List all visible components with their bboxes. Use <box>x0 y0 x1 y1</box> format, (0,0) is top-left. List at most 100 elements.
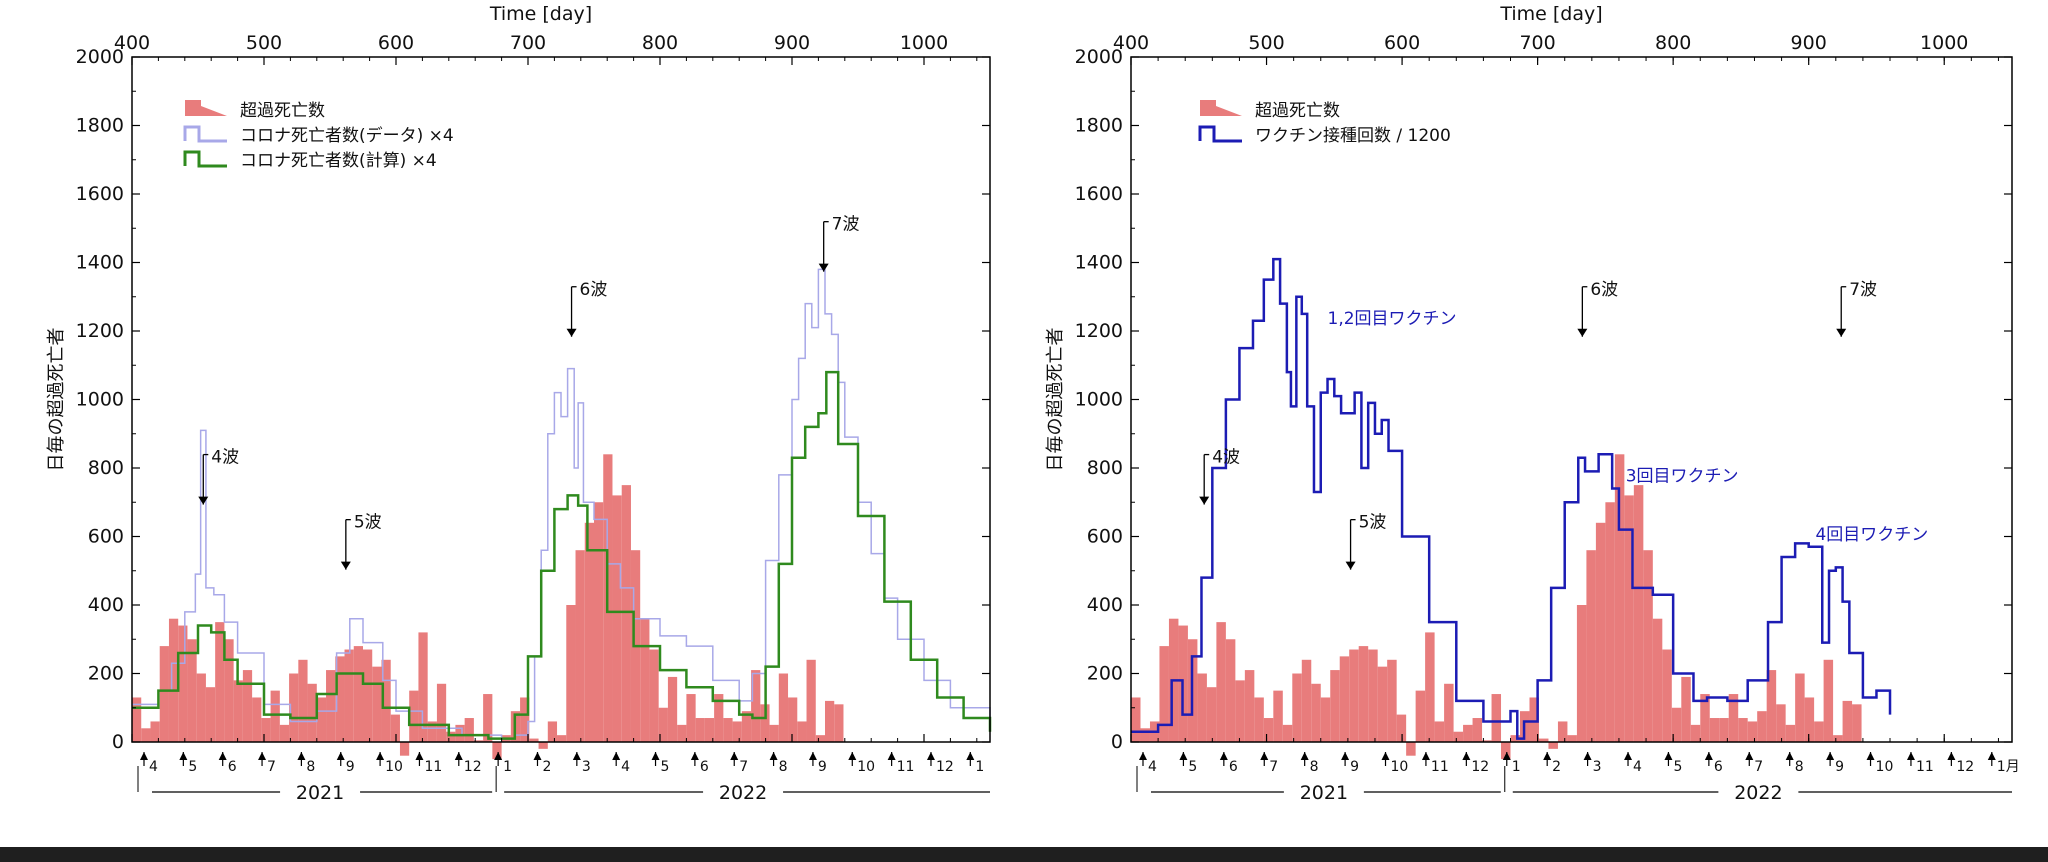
excess-death-bar <box>1586 550 1596 742</box>
legend-label: 超過死亡数 <box>1255 101 1340 121</box>
excess-death-bar <box>1368 649 1378 742</box>
month-marker-head <box>848 752 857 760</box>
excess-death-bar <box>1785 724 1796 742</box>
month-marker-head <box>179 752 188 760</box>
y-tick-label: 1800 <box>76 115 124 137</box>
y-tick-label: 400 <box>1087 594 1123 616</box>
excess-death-bar <box>1766 670 1777 742</box>
excess-death-bar <box>1320 697 1331 742</box>
month-marker-head <box>572 752 581 760</box>
wave-arrow-head <box>1345 561 1356 570</box>
excess-death-bar <box>455 724 465 742</box>
excess-death-bar <box>649 649 659 742</box>
x-tick-label: 600 <box>378 32 414 54</box>
excess-death-bar <box>1709 718 1720 742</box>
y-tick-label: 1200 <box>1075 320 1123 342</box>
excess-death-bar <box>1434 721 1445 742</box>
excess-death-bar <box>1700 694 1710 742</box>
excess-death-bar <box>1557 721 1568 742</box>
legend-label: ワクチン接種回数 / 1200 <box>1255 126 1451 146</box>
excess-death-bar <box>575 550 585 742</box>
excess-death-bar <box>1425 632 1435 742</box>
excess-death-bar <box>464 718 474 742</box>
excess-death-bar <box>1852 704 1862 742</box>
excess-death-bar <box>1671 707 1682 742</box>
month-marker-head <box>1583 752 1592 760</box>
month-label: 4 <box>621 759 630 775</box>
excess-death-bar <box>224 639 234 742</box>
month-marker-head <box>336 752 345 760</box>
y-tick-label: 200 <box>88 663 124 685</box>
excess-death-bar <box>1833 735 1843 742</box>
y-tick-label: 1000 <box>1075 389 1123 411</box>
excess-death-bar <box>1595 522 1606 742</box>
excess-death-bar <box>1776 704 1786 742</box>
y-tick-label: 1000 <box>76 389 124 411</box>
excess-death-bar <box>150 721 160 742</box>
excess-death-bar <box>446 731 456 742</box>
excess-death-bar <box>159 646 169 742</box>
wave-arrow-head <box>566 328 577 337</box>
chart-right: 400 500 600 700 800 900 1000 0 200 400 600 800 1000 1… <box>1045 3 2020 804</box>
month-label: 12 <box>1956 759 1974 775</box>
excess-death-bar <box>778 673 789 742</box>
month-marker-head <box>376 752 385 760</box>
excess-death-bar <box>723 718 733 742</box>
excess-death-bar <box>1453 731 1464 742</box>
excess-death-bar <box>1538 738 1549 742</box>
wave-arrow-head <box>198 496 209 505</box>
excess-death-bar <box>1482 740 1492 742</box>
excess-death-bar <box>640 618 650 742</box>
excess-death-bar <box>1662 649 1672 742</box>
excess-death-bar <box>1282 724 1293 742</box>
month-marker-head <box>454 752 463 760</box>
excess-death-bar <box>1605 502 1615 742</box>
month-marker-head <box>494 752 503 760</box>
excess-death-bar <box>1624 495 1634 742</box>
month-label: 10 <box>385 759 403 775</box>
excess-death-bar <box>215 622 225 742</box>
excess-death-bar <box>1206 687 1217 742</box>
excess-death-bar <box>1842 700 1853 742</box>
excess-death-bar <box>298 659 308 742</box>
y-tick-label: 600 <box>1087 526 1123 548</box>
excess-death-bar <box>1131 697 1141 742</box>
legend-label: コロナ死亡者数(データ) ×4 <box>240 125 454 146</box>
month-marker-head <box>1664 752 1673 760</box>
x-tick-label: 1000 <box>900 32 948 54</box>
excess-death-bar <box>1263 718 1274 742</box>
wave-label: 5波 <box>354 513 382 533</box>
excess-death-bar <box>584 522 594 742</box>
month-label: 7 <box>739 759 748 775</box>
vaccine-label: 1,2回目ワクチン <box>1328 309 1457 329</box>
month-label: 11 <box>1431 759 1449 775</box>
month-marker-head <box>1421 752 1430 760</box>
excess-death-bar <box>289 673 299 742</box>
month-label: 9 <box>1350 759 1359 775</box>
month-label: 5 <box>188 759 197 775</box>
month-marker-head <box>612 752 621 760</box>
month-label: 6 <box>1714 759 1723 775</box>
excess-death-bar <box>1814 721 1824 742</box>
excess-death-bar <box>825 700 835 742</box>
excess-death-bar <box>483 694 493 742</box>
month-marker-head <box>1704 752 1713 760</box>
y-tick-label: 2000 <box>76 46 124 68</box>
year-label: 2022 <box>719 782 767 804</box>
excess-death-bar <box>335 656 345 742</box>
y-tick-label: 800 <box>88 457 124 479</box>
month-label: 12 <box>936 759 954 775</box>
excess-death-bar <box>1681 676 1691 742</box>
y-tick-label: 800 <box>1087 457 1123 479</box>
wave-label: 6波 <box>580 280 608 300</box>
excess-death-bar <box>1652 618 1663 742</box>
wave-label: 4波 <box>1212 448 1240 468</box>
y-tick-label: 0 <box>112 731 124 753</box>
y-tick-label: 1400 <box>76 252 124 274</box>
month-label: 10 <box>857 759 875 775</box>
excess-death-bar <box>1330 670 1340 742</box>
month-label: 4 <box>149 759 158 775</box>
x-axis-title: Time [day] <box>489 3 592 25</box>
excess-death-bar <box>242 670 253 742</box>
excess-death-bar <box>473 740 484 742</box>
